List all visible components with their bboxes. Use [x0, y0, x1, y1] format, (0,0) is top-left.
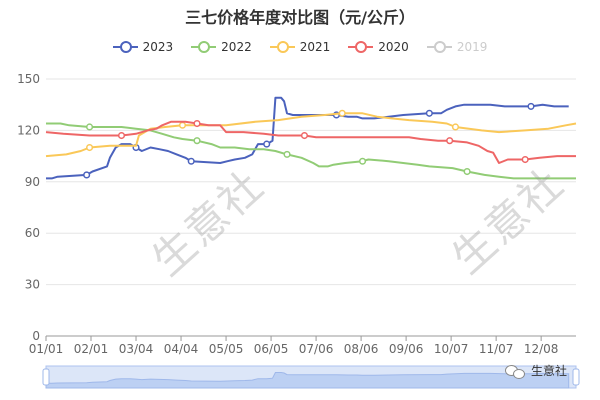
zoom-handle-right[interactable]: [572, 368, 580, 386]
x-tick-label: 10/07: [434, 342, 469, 356]
zoom-handle-left[interactable]: [42, 368, 50, 386]
legend-marker-icon: [191, 40, 217, 54]
chart-title: 三七价格年度对比图（元/公斤）: [185, 8, 415, 27]
data-point-2021: [451, 123, 460, 131]
x-tick-label: 05/05: [209, 342, 244, 356]
data-point-2022: [463, 167, 471, 176]
legend-item-2023[interactable]: 2023: [112, 40, 174, 54]
legend-item-2019[interactable]: 2019: [426, 40, 488, 54]
x-tick-label: 08/06: [344, 342, 379, 356]
x-tick-label: 07/06: [299, 342, 334, 356]
legend-label: 2023: [142, 40, 174, 54]
x-tick-label: 04/04: [164, 342, 199, 356]
y-tick-label: 0: [32, 329, 40, 343]
data-point-2022: [283, 150, 291, 158]
data-point-2020: [300, 131, 309, 140]
series-line-2023: [46, 96, 569, 180]
data-point-2023: [263, 140, 271, 148]
data-point-2023: [425, 109, 433, 117]
data-point-2022: [86, 123, 94, 131]
data-point-2021: [86, 143, 94, 152]
legend-label: 2019: [456, 40, 488, 54]
legend-label: 2020: [378, 40, 409, 54]
x-tick-label: 01/01: [29, 342, 64, 356]
data-point-2020: [117, 131, 126, 140]
data-point-2020: [521, 155, 529, 164]
y-tick-label: 120: [17, 123, 40, 137]
series-line-2021: [45, 112, 577, 158]
legend-marker-icon: [348, 40, 374, 54]
legend-label: 2021: [299, 40, 331, 54]
legend-label: 2022: [221, 40, 252, 54]
x-tick-label: 12/08: [524, 342, 559, 356]
legend-marker-icon: [426, 40, 452, 54]
data-point-2021: [178, 121, 187, 129]
wechat-icon: [505, 363, 527, 379]
legend-item-2020[interactable]: 2020: [348, 40, 409, 54]
zoom-preview-area: [45, 372, 570, 389]
data-point-2022: [358, 157, 367, 165]
data-point-2022: [193, 137, 201, 145]
x-tick-label: 11/07: [479, 342, 514, 356]
legend: 2023 2022 2021 2020 2019: [0, 40, 600, 54]
wechat-label: 生意社: [531, 364, 568, 378]
data-point-2020: [446, 137, 454, 145]
data-point-2023: [187, 157, 195, 165]
y-tick-label: 150: [17, 72, 40, 86]
data-point-2023: [83, 171, 91, 179]
legend-item-2022[interactable]: 2022: [191, 40, 252, 54]
y-tick-label: 90: [25, 175, 40, 189]
data-point-2020: [193, 119, 201, 128]
x-tick-label: 09/06: [389, 342, 424, 356]
x-tick-label: 03/04: [119, 342, 154, 356]
legend-marker-icon: [112, 40, 138, 54]
x-tick-label: 02/01: [74, 342, 109, 356]
data-point-2023: [527, 102, 535, 110]
y-tick-label: 60: [25, 226, 40, 240]
wechat-badge: 生意社: [505, 362, 567, 379]
legend-item-2021[interactable]: 2021: [269, 40, 331, 54]
x-tick-label: 06/05: [254, 342, 289, 356]
data-point-2021: [338, 109, 346, 117]
y-tick-label: 30: [25, 278, 40, 292]
legend-marker-icon: [269, 40, 295, 54]
